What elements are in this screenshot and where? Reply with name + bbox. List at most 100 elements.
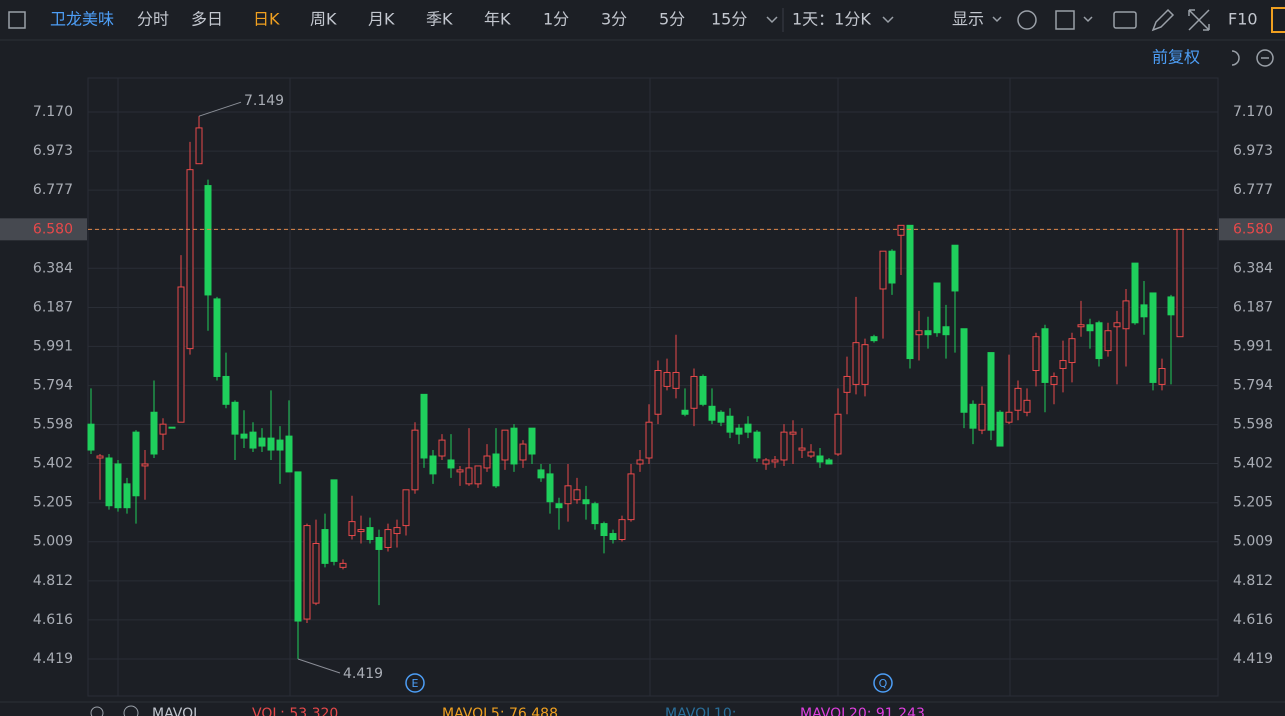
candle-body xyxy=(1077,324,1085,328)
candle-body xyxy=(600,523,608,537)
interval-select[interactable]: 1天：1分K xyxy=(792,10,871,29)
candle-body xyxy=(231,401,239,435)
candle-body xyxy=(1167,296,1175,316)
candle-body xyxy=(627,473,635,521)
period-tab[interactable]: 周K xyxy=(310,10,337,29)
candle-body xyxy=(1131,262,1139,324)
candle-body xyxy=(681,409,689,415)
candle-body xyxy=(690,375,698,409)
f10-button[interactable]: F10 xyxy=(1228,10,1258,29)
candle-body xyxy=(978,403,986,431)
candle-body xyxy=(510,427,518,465)
period-tab[interactable]: 日K xyxy=(253,10,280,29)
candle-body xyxy=(204,185,212,296)
y-tick-label-right: 6.973 xyxy=(1233,143,1273,159)
display-menu[interactable]: 显示 xyxy=(952,10,984,29)
y-tick-label-right: 6.187 xyxy=(1233,299,1273,315)
fullscreen-icon[interactable] xyxy=(1188,9,1210,31)
candle-body xyxy=(825,459,833,465)
y-tick-label: 6.777 xyxy=(33,182,73,198)
candle-body xyxy=(915,330,923,336)
candle-body xyxy=(321,529,329,564)
candle-body xyxy=(852,342,860,385)
candle-body xyxy=(159,423,167,435)
min-pointer xyxy=(297,658,341,674)
y-tick-label: 4.419 xyxy=(33,651,73,667)
sidebar-toggle[interactable] xyxy=(8,11,26,29)
period-tab[interactable]: 季K xyxy=(426,10,453,29)
candle-body xyxy=(798,447,806,451)
candle-body xyxy=(717,411,725,423)
indicator-label[interactable]: MAVOL xyxy=(152,706,201,716)
candle-body xyxy=(996,411,1004,447)
candle-body xyxy=(1023,399,1031,413)
period-tab[interactable]: 3分 xyxy=(601,10,627,29)
y-tick-label-right: 5.009 xyxy=(1233,534,1273,550)
candle-body xyxy=(240,433,248,439)
candle-body xyxy=(726,415,734,433)
period-tab[interactable]: 多日 xyxy=(191,10,223,29)
y-tick-label-right: 6.777 xyxy=(1233,182,1273,198)
side-tab[interactable] xyxy=(1271,7,1285,33)
indicator-settings-icon[interactable] xyxy=(90,706,104,716)
candle-body xyxy=(555,503,563,509)
candle-body xyxy=(897,224,905,236)
event-label: Q xyxy=(879,677,888,690)
draw-rect-icon[interactable] xyxy=(1055,10,1075,30)
candle-body xyxy=(537,469,545,479)
candle-body xyxy=(672,371,680,389)
candle-body xyxy=(384,529,392,548)
indicator-close-icon[interactable] xyxy=(123,705,139,716)
stock-name[interactable]: 卫龙美味 xyxy=(50,10,114,29)
candlestick-chart: 7.170 7.170 6.973 6.973 6.777 6.777 6.580 6.580… xyxy=(0,93,1285,693)
candle-body xyxy=(654,369,662,415)
candle-body xyxy=(762,459,770,465)
candle-body xyxy=(456,469,464,473)
period-tab[interactable]: 月K xyxy=(368,10,395,29)
period-tab[interactable]: 分时 xyxy=(137,10,169,29)
candle-body xyxy=(834,413,842,455)
y-tick-label: 4.812 xyxy=(33,573,73,589)
candle-body xyxy=(1032,336,1040,371)
candle-body xyxy=(213,298,221,377)
candle-body xyxy=(924,330,932,336)
period-tab[interactable]: 5分 xyxy=(659,10,685,29)
plot-frame xyxy=(87,77,1219,697)
candle-body xyxy=(195,127,203,165)
candle-body xyxy=(276,439,284,451)
candle-body xyxy=(960,328,968,413)
period-tab[interactable]: 年K xyxy=(484,10,511,29)
event-label: E xyxy=(412,677,419,690)
last-price-box-right xyxy=(1219,218,1285,241)
pen-icon[interactable] xyxy=(1151,8,1175,32)
y-tick-label: 5.991 xyxy=(33,338,73,354)
candle-body xyxy=(186,169,194,350)
period-tab[interactable]: 15分 xyxy=(711,10,747,29)
adjust-mode[interactable]: 前复权 xyxy=(1152,48,1200,67)
candle-body xyxy=(375,537,383,550)
camera-icon[interactable] xyxy=(1113,11,1137,29)
candle-body xyxy=(1176,228,1184,338)
candle-body xyxy=(879,250,887,290)
indicator-label: MAVOL5: 76.488 xyxy=(442,706,558,716)
zoom-out-icon[interactable] xyxy=(1256,49,1274,67)
candle-body xyxy=(132,431,140,497)
candle-body xyxy=(663,371,671,387)
chevron xyxy=(1083,16,1093,23)
last-price-box xyxy=(0,218,87,241)
event-marker[interactable] xyxy=(873,673,893,693)
candle-body xyxy=(519,443,527,461)
candle-body xyxy=(267,437,275,451)
candle-body xyxy=(258,437,266,447)
candle-body xyxy=(438,439,446,457)
candle-body xyxy=(816,455,824,463)
indicator-bar: MAVOL VOL: 53.320 MAVOL5: 76.488 MAVOL10: MA… xyxy=(152,706,925,716)
period-tab[interactable]: 1分 xyxy=(543,10,569,29)
event-marker[interactable] xyxy=(405,673,425,693)
candle-body xyxy=(357,529,365,533)
settings-icon[interactable] xyxy=(1017,10,1037,30)
reset-icon[interactable] xyxy=(1231,50,1240,66)
candle-body xyxy=(771,459,779,463)
candle-body xyxy=(285,435,293,473)
